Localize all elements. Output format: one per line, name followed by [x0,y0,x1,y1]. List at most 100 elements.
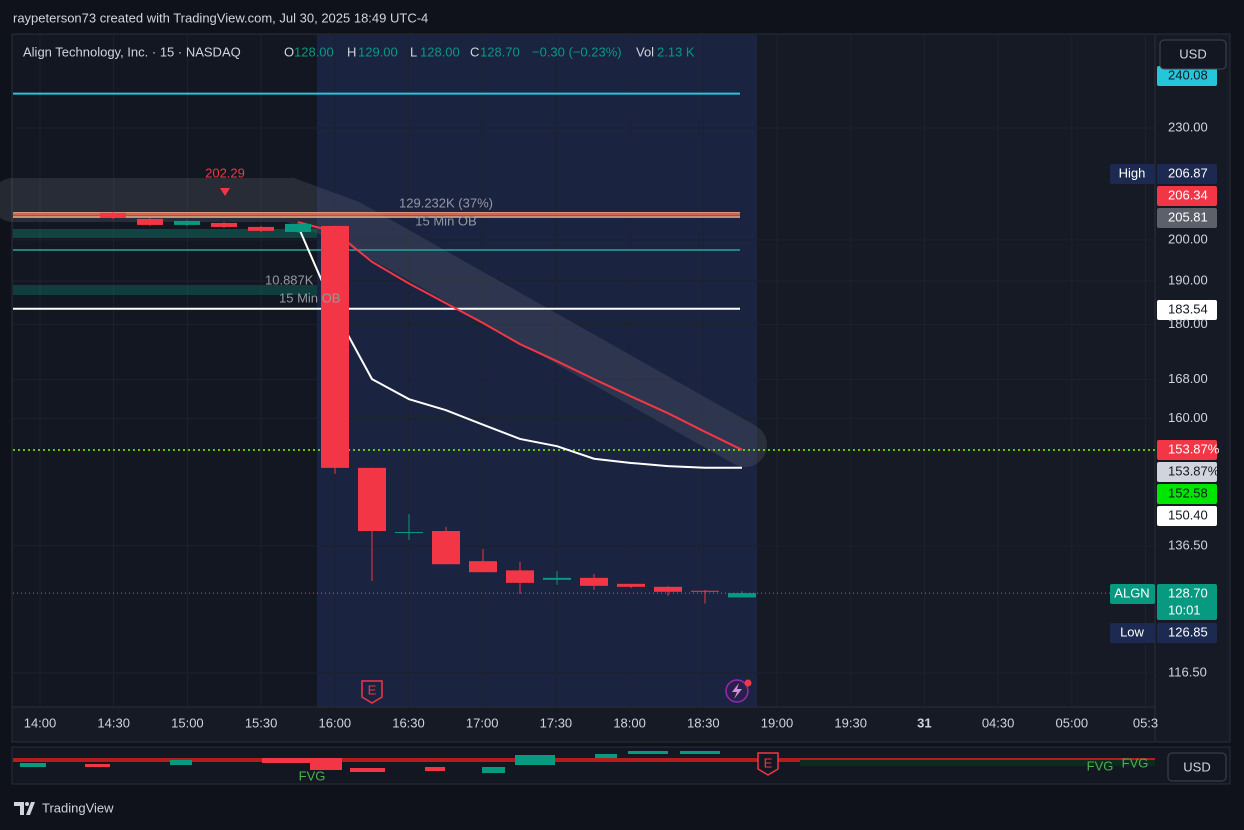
x-tick-label: 17:00 [466,715,499,730]
price-tag [1157,186,1217,206]
y-tick-label: 116.50 [1168,664,1207,679]
pre-session [13,35,317,707]
candle-body [691,590,719,592]
h-value: 129.00 [358,44,398,59]
o-value: 128.00 [294,44,334,59]
x-tick-label: 15:30 [245,715,278,730]
vol-value: 2.13 K [657,44,695,59]
price-tag [1157,300,1217,320]
price-tag-caption-box [1110,623,1155,643]
x-tick-label: 19:00 [761,715,794,730]
order-block [13,229,317,238]
change: −0.30 (−0.23%) [532,44,622,59]
price-tag [1157,66,1217,86]
price-tag [1157,506,1217,526]
lower-pane [11,746,1231,785]
price-tag [1157,462,1217,482]
price-tag [1157,584,1217,620]
x-tick-label: 18:00 [613,715,646,730]
l-key: L [410,44,417,59]
c-value: 128.70 [480,44,520,59]
price-tag-text: 128.70 [1168,585,1208,600]
price-tag-text: 152.58 [1168,485,1208,500]
ob-name: 15 Min OB [279,290,340,305]
x-tick-label: 16:30 [392,715,425,730]
svg-text:E: E [764,755,773,770]
price-tag-text: 153.87% [1168,441,1220,456]
candle-body [100,212,126,218]
currency-button[interactable] [1167,752,1227,782]
price-tag-text: 206.34 [1168,187,1208,202]
candle-body [137,218,163,225]
symbol: Align Technology, Inc. · 15 · NASDAQ [23,44,241,59]
candle-body [358,467,386,531]
price-tag-caption-box [1110,164,1155,184]
ob-name: 15 Min OB [415,213,476,228]
brand-logo [14,802,35,815]
x-tick-label: 19:30 [834,715,867,730]
candle-body [506,570,534,583]
session-highlight [317,35,757,707]
price-tag-text: 126.85 [1168,624,1208,639]
candle-body [543,577,571,580]
y-tick-label: 160.00 [1168,410,1208,425]
candle-body [321,225,349,468]
price-tag [1157,208,1217,228]
candle-body [248,226,274,231]
legend: Align Technology, Inc. · 15 · NASDAQ O 1… [23,44,695,59]
x-tick-label: 14:00 [24,715,57,730]
earnings-icon[interactable]: E [757,752,779,776]
price-tag-caption: ALGN [1114,585,1149,600]
x-tick-label: 17:30 [540,715,573,730]
currency[interactable]: USD [1179,46,1206,61]
x-tick-label: 18:30 [687,715,720,730]
events-icon[interactable] [725,679,752,703]
x-tick-label: 05:3 [1133,715,1158,730]
y-tick-label: 168.00 [1168,371,1208,386]
candle-body [728,593,756,598]
x-tick-label: 31 [917,715,931,730]
peak-marker [220,188,230,196]
vol-key: Vol [636,44,654,59]
indicator-line [297,225,742,469]
peak-label: 202.29 [205,165,245,180]
price-tag-caption-box [1110,584,1155,604]
lower-pane-band [13,758,1155,762]
x-tick-label: 14:30 [97,715,130,730]
l-value: 128.00 [420,44,460,59]
o-key: O [284,44,294,59]
credit: raypeterson73 created with TradingView.c… [13,10,428,25]
candle-body [469,561,497,573]
y-tick-label: 230.00 [1168,119,1208,134]
currency-button[interactable] [1159,39,1227,70]
order-block [13,285,317,295]
price-tag-text: 205.81 [1168,209,1208,224]
fvg-label: FVG [1087,758,1114,773]
candle-body [617,583,645,587]
x-tick-label: 16:00 [319,715,352,730]
ob-size: 129.232K (37%) [399,195,493,210]
earnings-icon[interactable]: E [361,680,383,704]
candle-body [580,577,608,586]
price-tag-text: 153.87% [1168,463,1220,478]
y-tick-label: 200.00 [1168,231,1208,246]
y-tick-label: 190.00 [1168,272,1208,287]
price-tag-text: 240.08 [1168,67,1208,82]
candle-body [285,223,311,232]
price-tag-text: 183.54 [1168,301,1208,316]
svg-text:E: E [368,682,377,697]
candle-body [395,531,423,533]
price-tag [1157,164,1217,184]
candle-body [174,220,200,225]
channel-band [0,178,767,467]
ob-size: 10.887K [265,272,314,287]
x-tick-label: 05:00 [1056,715,1089,730]
c-key: C [470,44,479,59]
currency[interactable]: USD [1183,759,1210,774]
fvg-label: FVG [299,768,326,783]
price-tag-text: 150.40 [1168,507,1208,522]
indicator-line [297,221,743,451]
x-tick-label: 04:30 [982,715,1015,730]
